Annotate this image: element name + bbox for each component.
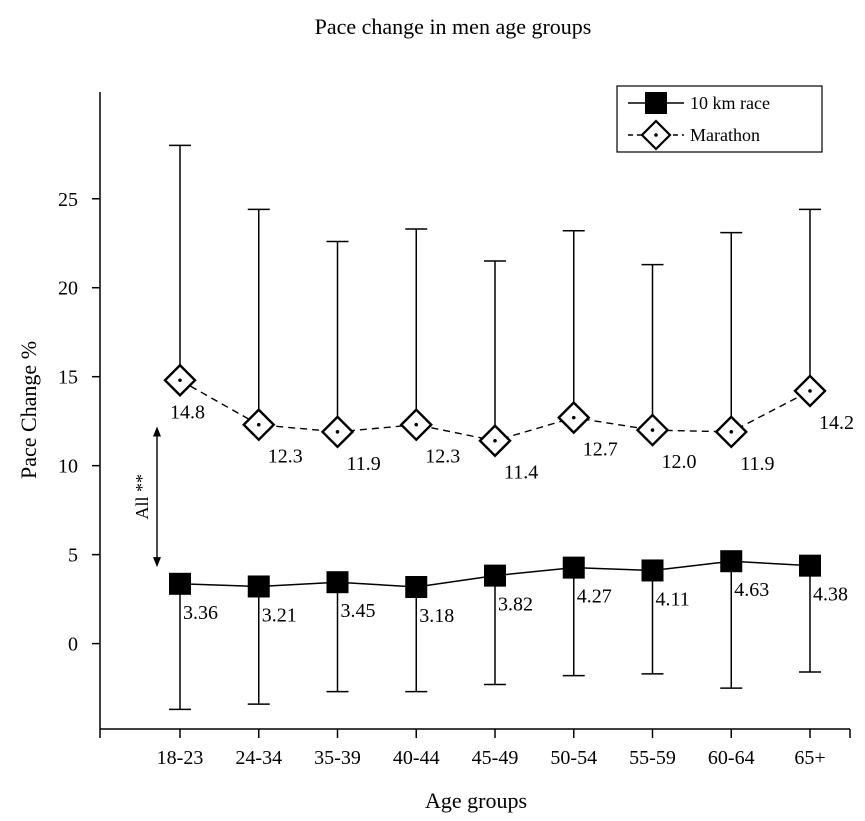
x-tick-label: 60-64 [708, 747, 755, 769]
data-label-marathon: 12.3 [425, 446, 460, 468]
marker-10km [405, 576, 428, 599]
marker-marathon-dot [178, 378, 182, 383]
marker-10km [562, 556, 585, 579]
data-label-10km: 3.18 [419, 605, 454, 627]
x-tick-label: 55-59 [629, 747, 676, 769]
legend-label-marathon: Marathon [690, 125, 760, 145]
chart-title: Pace change in men age groups [315, 14, 592, 39]
y-tick-label: 10 [58, 456, 78, 478]
significance-annotation: All ** [132, 426, 161, 568]
x-tick-label: 50-54 [550, 747, 597, 769]
y-axis-ticks: 0 5 10 15 20 25 [58, 189, 100, 656]
annotation-arrow-head-top [153, 426, 161, 437]
data-label-marathon: 12.0 [662, 451, 697, 473]
legend: 10 km race Marathon [616, 85, 823, 153]
marker-10km [720, 550, 743, 573]
marker-marathon-dot [414, 422, 419, 427]
legend-marker-10km [645, 92, 667, 114]
y-axis-label: Pace Change % [16, 341, 41, 479]
data-label-10km: 4.27 [577, 586, 612, 608]
data-label-10km: 4.11 [656, 588, 690, 610]
y-tick-label: 20 [58, 278, 78, 300]
error-bars [169, 144, 821, 711]
data-label-10km: 3.36 [183, 602, 218, 624]
legend-label-10km: 10 km race [690, 93, 770, 113]
data-label-10km: 3.45 [341, 600, 376, 622]
marker-marathon-dot [493, 438, 497, 443]
marker-10km [326, 571, 349, 594]
marker-marathon-dot [256, 422, 261, 427]
y-tick-label: 25 [58, 189, 78, 211]
data-label-marathon: 11.9 [347, 453, 381, 475]
x-tick-label: 40-44 [393, 747, 440, 769]
annotation-arrow-head-bottom [153, 557, 161, 568]
data-label-marathon: 14.8 [170, 401, 205, 423]
data-label-marathon: 11.4 [504, 462, 538, 484]
data-label-marathon: 14.2 [819, 412, 854, 434]
data-label-10km: 3.21 [262, 604, 297, 626]
data-label-10km: 3.82 [498, 594, 533, 616]
marker-10km [169, 572, 191, 595]
marker-10km [799, 554, 821, 577]
x-axis-ticks: 18-23 24-34 35-39 40-44 45-49 50-54 55-59 60-64… [99, 729, 851, 769]
plot-area: 0 5 10 15 20 25 18-23 24-34 35-39 40-44 45-49 50-5… [58, 92, 854, 769]
x-tick-label: 45-49 [472, 747, 519, 769]
data-label-marathon: 12.3 [268, 446, 303, 468]
marker-marathon-dot [729, 430, 734, 434]
data-label-10km: 4.63 [734, 579, 769, 601]
marker-10km [641, 559, 664, 582]
y-tick-label: 5 [68, 545, 78, 567]
marker-10km [247, 575, 270, 598]
x-axis-label: Age groups [425, 788, 527, 813]
marker-10km [484, 564, 506, 587]
x-tick-label: 18-23 [157, 747, 204, 769]
legend-marker-marathon-dot [654, 133, 658, 137]
marker-marathon-dot [571, 415, 576, 420]
data-label-10km: 4.38 [813, 584, 848, 606]
series-markers [163, 363, 827, 599]
annotation-label: All ** [132, 474, 152, 520]
y-tick-label: 0 [68, 634, 78, 656]
data-label-marathon: 11.9 [740, 453, 774, 475]
marker-marathon-dot [335, 430, 340, 434]
x-tick-label: 35-39 [314, 747, 361, 769]
marker-marathon-dot [808, 389, 812, 393]
y-tick-label: 15 [58, 367, 78, 389]
data-label-marathon: 12.7 [583, 439, 618, 461]
x-tick-label: 65+ [794, 747, 825, 769]
marker-marathon-dot [650, 428, 655, 432]
data-labels: 3.36 3.21 3.45 3.18 3.82 4.27 4.11 4.63 4.38 14.8… [170, 401, 854, 627]
x-tick-label: 24-34 [235, 747, 282, 769]
